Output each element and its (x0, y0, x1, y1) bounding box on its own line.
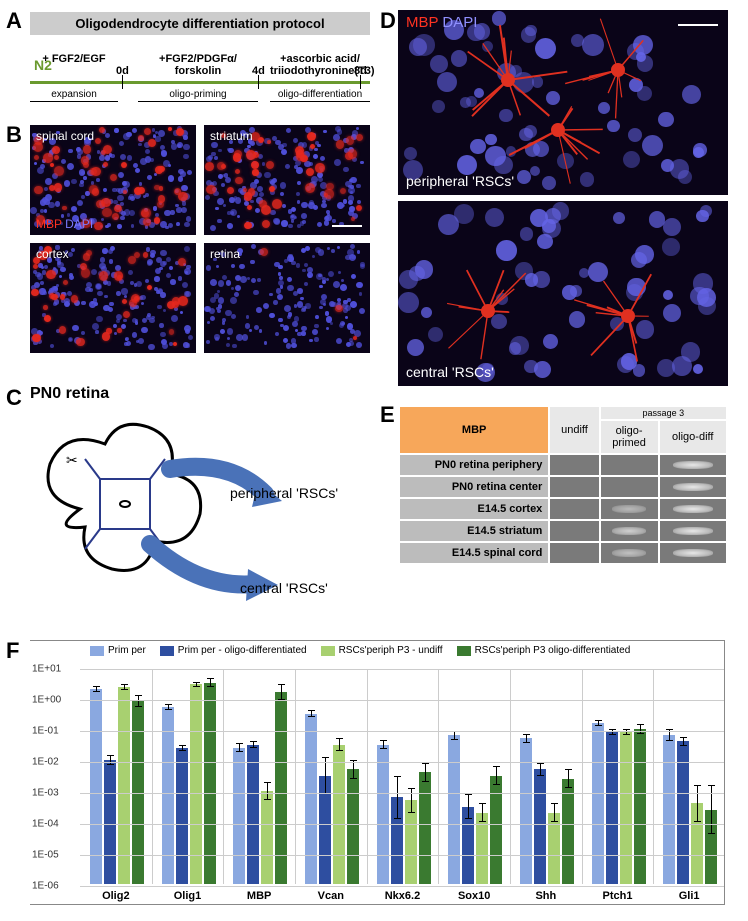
panel-b: spinal cord MBP DAPI striatum cortex retina (30, 125, 370, 353)
timeline: N2 + FGF2/EGFexpansion+FGF2/PDGFα/forsko… (30, 47, 370, 117)
day-label: 4d (252, 65, 265, 77)
bar (333, 745, 345, 885)
y-tick: 1E-01 (32, 726, 59, 737)
panel-e-label: E (380, 402, 395, 428)
central-label: central 'RSCs' (240, 580, 328, 596)
micrograph-large: MBP DAPI peripheral 'RSCs' (398, 10, 728, 195)
plot-area: Olig2Olig1MBPVcanNkx6.2Sox10ShhPtch1Gli1 (80, 669, 724, 884)
micrograph-label: central 'RSCs' (406, 364, 494, 380)
y-tick: 1E+00 (32, 695, 61, 706)
bar (190, 684, 202, 884)
panel-f-label: F (6, 638, 19, 664)
y-tick: 1E-02 (32, 757, 59, 768)
y-tick: 1E+01 (32, 664, 61, 675)
x-label: Nkx6.2 (367, 890, 439, 902)
panel-c-label: C (6, 385, 22, 411)
bar (233, 748, 245, 884)
bar (377, 745, 389, 885)
bar (634, 729, 646, 884)
x-label: Shh (510, 890, 582, 902)
bar (261, 791, 273, 884)
bar (534, 769, 546, 884)
micrograph-label: cortex (36, 247, 69, 261)
micrograph: retina (204, 243, 370, 353)
bar (247, 745, 259, 885)
x-label: Olig2 (80, 890, 152, 902)
x-label: Ptch1 (582, 890, 654, 902)
bar (405, 800, 417, 884)
bar (663, 735, 675, 884)
x-label: Vcan (295, 890, 367, 902)
retina-diagram: ✂ (30, 409, 370, 609)
panel-e: MBPundiffpassage 3oligo-primedoligo-diff… (398, 405, 728, 565)
segment-bottom: expansion (30, 89, 118, 100)
y-tick: 1E-06 (32, 881, 59, 892)
micrograph: cortex (30, 243, 196, 353)
pn0-title: PN0 retina (30, 385, 370, 403)
bar (305, 714, 317, 885)
expression-chart: Prim per Prim per - oligo-differentiated R… (30, 640, 725, 905)
micrograph-label: retina (210, 247, 240, 261)
segment-bottom: oligo-differentiation (270, 89, 370, 100)
x-label: Olig1 (152, 890, 224, 902)
bar (204, 683, 216, 885)
scale-bar (332, 225, 362, 227)
day-label: 8d (354, 65, 367, 77)
segment-top: + FGF2/EGF (30, 53, 118, 65)
scale-bar (678, 24, 718, 26)
bar (620, 732, 632, 884)
svg-text:✂: ✂ (66, 452, 78, 468)
y-tick: 1E-04 (32, 819, 59, 830)
panel-a-label: A (6, 8, 22, 34)
periph-label: peripheral 'RSCs' (230, 485, 338, 501)
bar (347, 769, 359, 884)
stain-key: MBP DAPI (406, 14, 477, 31)
y-tick: 1E-03 (32, 788, 59, 799)
bar (104, 760, 116, 884)
legend-item: RSCs'periph P3 - undiff (321, 645, 443, 656)
micrograph-label: striatum (210, 129, 253, 143)
protocol-title: Oligodendrocyte differentiation protocol (30, 12, 370, 35)
panel-d-label: D (380, 8, 396, 34)
panel-b-label: B (6, 122, 22, 148)
panel-a: Oligodendrocyte differentiation protocol… (30, 12, 370, 117)
bar (162, 707, 174, 884)
bar (606, 732, 618, 884)
bar (176, 748, 188, 884)
bar (448, 735, 460, 884)
stain-key: MBP DAPI (36, 217, 93, 231)
day-label: 0d (116, 65, 129, 77)
x-label: Gli1 (653, 890, 725, 902)
segment-bottom: oligo-priming (138, 89, 258, 100)
legend-item: RSCs'periph P3 oligo-differentiated (457, 645, 631, 656)
micrograph-large: central 'RSCs' (398, 201, 728, 386)
bar (490, 776, 502, 885)
x-label: MBP (223, 890, 295, 902)
bar (520, 738, 532, 884)
legend-item: Prim per - oligo-differentiated (160, 645, 307, 656)
panel-d: MBP DAPI peripheral 'RSCs' central 'RSCs' (398, 10, 728, 392)
micrograph-label: peripheral 'RSCs' (406, 173, 514, 189)
bar (592, 723, 604, 884)
timeline-line (30, 81, 370, 84)
panel-f: Prim per Prim per - oligo-differentiated R… (30, 640, 725, 905)
panel-c: PN0 retina ✂ peripheral 'RSCs' central '… (30, 385, 370, 605)
micrograph: striatum (204, 125, 370, 235)
micrograph-label: spinal cord (36, 129, 94, 143)
segment-top: +FGF2/PDGFα/forskolin (138, 53, 258, 77)
chart-legend: Prim per Prim per - oligo-differentiated R… (90, 645, 714, 656)
y-tick: 1E-05 (32, 850, 59, 861)
legend-item: Prim per (90, 645, 146, 656)
micrograph: spinal cord MBP DAPI (30, 125, 196, 235)
x-label: Sox10 (438, 890, 510, 902)
bar (419, 772, 431, 884)
mbp-table: MBPundiffpassage 3oligo-primedoligo-diff… (398, 405, 728, 565)
bar (562, 779, 574, 884)
